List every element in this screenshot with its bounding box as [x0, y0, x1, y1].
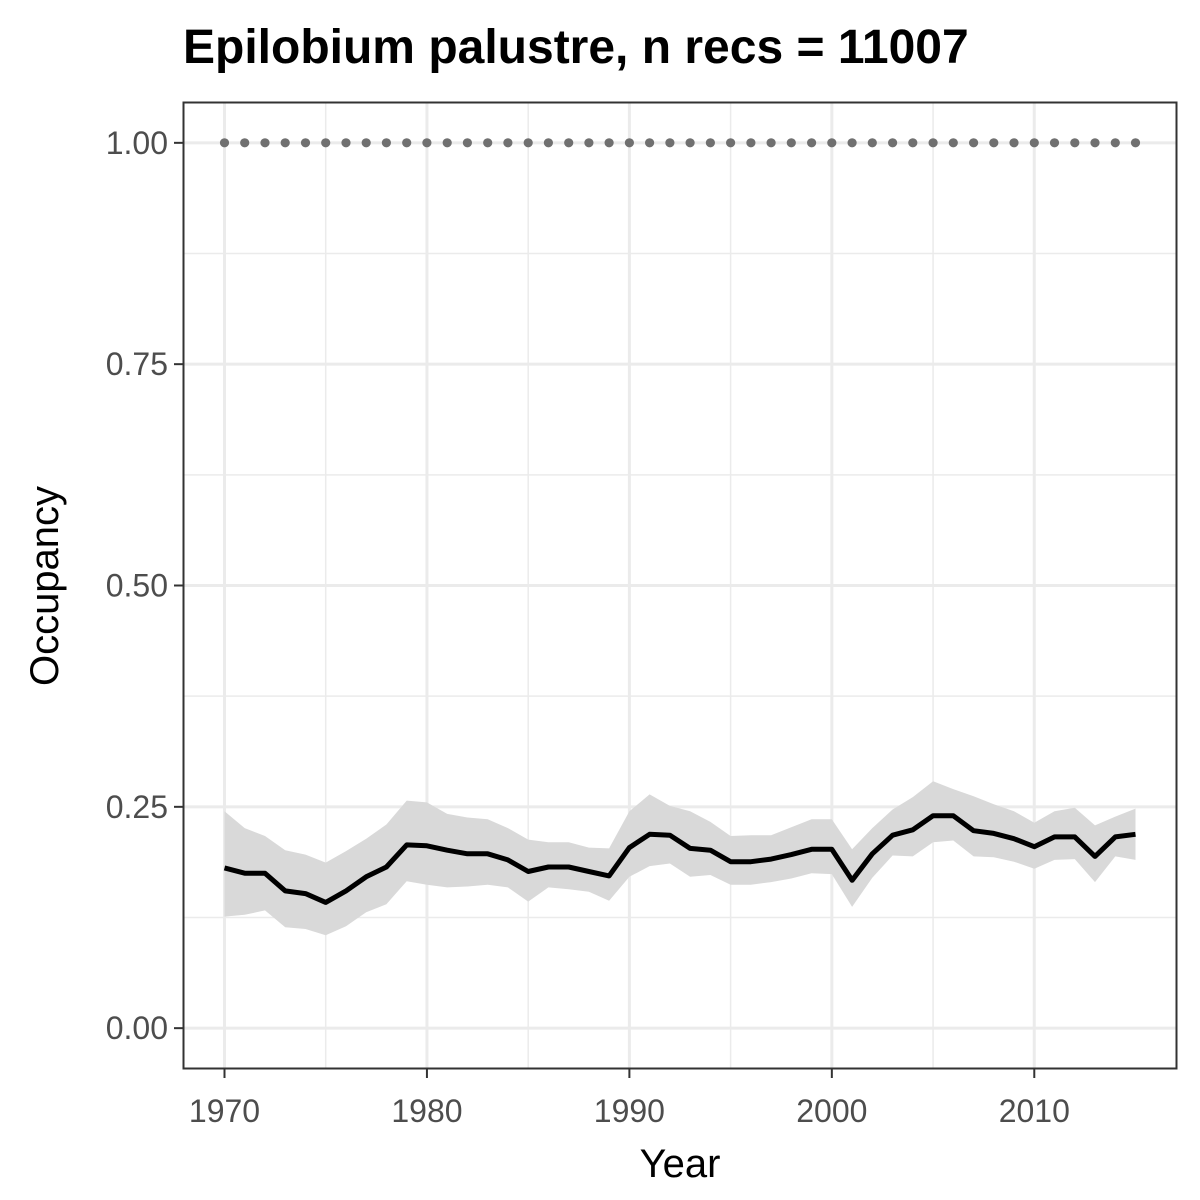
reference-dot — [442, 138, 452, 148]
x-tick-label: 1970 — [189, 1093, 260, 1129]
x-axis-title: Year — [640, 1142, 721, 1186]
reference-dot — [462, 138, 472, 148]
reference-dot — [786, 138, 796, 148]
reference-dot — [361, 138, 371, 148]
reference-dot — [503, 138, 513, 148]
reference-dot — [402, 138, 412, 148]
reference-dot — [280, 138, 290, 148]
y-tick-label: 0.00 — [106, 1010, 168, 1046]
line-layer — [223, 813, 1136, 905]
reference-dot — [867, 138, 877, 148]
reference-dot — [1049, 138, 1060, 148]
reference-dot — [1070, 138, 1080, 148]
reference-dot — [1009, 138, 1019, 148]
reference-dot — [483, 138, 493, 148]
reference-dot — [705, 138, 716, 148]
reference-dot — [746, 138, 756, 148]
reference-dot — [908, 138, 918, 148]
y-tick-label: 0.50 — [106, 568, 168, 604]
reference-dot — [543, 138, 554, 148]
reference-dot — [321, 138, 331, 148]
reference-dot — [827, 138, 837, 148]
reference-dot — [948, 138, 958, 148]
reference-dot — [928, 138, 938, 148]
x-tick-label: 1980 — [391, 1093, 462, 1129]
reference-dot — [645, 138, 655, 148]
reference-dot — [584, 138, 594, 148]
occupancy-line — [223, 813, 1136, 905]
reference-dot — [847, 138, 857, 148]
reference-dot — [604, 138, 614, 148]
y-tick-label: 0.75 — [106, 346, 168, 382]
reference-dot — [1130, 138, 1141, 148]
reference-dot — [726, 138, 736, 148]
chart-title: Epilobium palustre, n recs = 11007 — [183, 21, 969, 74]
reference-dot — [685, 138, 695, 148]
reference-dot — [564, 138, 574, 148]
credible-interval-ribbon — [224, 781, 1136, 936]
x-tick-label: 2010 — [999, 1093, 1070, 1129]
reference-dot — [1110, 138, 1120, 148]
reference-dot — [1090, 138, 1100, 148]
reference-dot — [260, 138, 270, 148]
reference-dot — [766, 138, 776, 148]
reference-dot — [300, 138, 311, 148]
x-tick-label: 1990 — [594, 1093, 665, 1129]
reference-dots — [219, 138, 1141, 148]
reference-dot — [341, 138, 351, 148]
reference-dot — [807, 138, 817, 148]
x-tick-label: 2000 — [796, 1093, 867, 1129]
y-axis-title: Occupancy — [23, 486, 67, 686]
reference-dot — [969, 138, 979, 148]
reference-dot — [219, 138, 230, 148]
x-axis: 1970 1980 1990 2000 2010 — [189, 1068, 1070, 1129]
ribbon-layer — [224, 781, 1136, 936]
reference-dot — [665, 138, 675, 148]
reference-dot — [888, 138, 898, 148]
reference-dot — [1029, 138, 1039, 148]
reference-dot — [624, 138, 635, 148]
reference-dot — [240, 138, 250, 148]
reference-dot — [422, 138, 432, 148]
reference-dot — [381, 138, 391, 148]
y-tick-label: 0.25 — [106, 789, 168, 825]
reference-dot — [989, 138, 999, 148]
reference-dot — [523, 138, 533, 148]
y-tick-label: 1.00 — [106, 125, 168, 161]
y-axis: 0.00 0.25 0.50 0.75 1.00 — [106, 125, 184, 1046]
